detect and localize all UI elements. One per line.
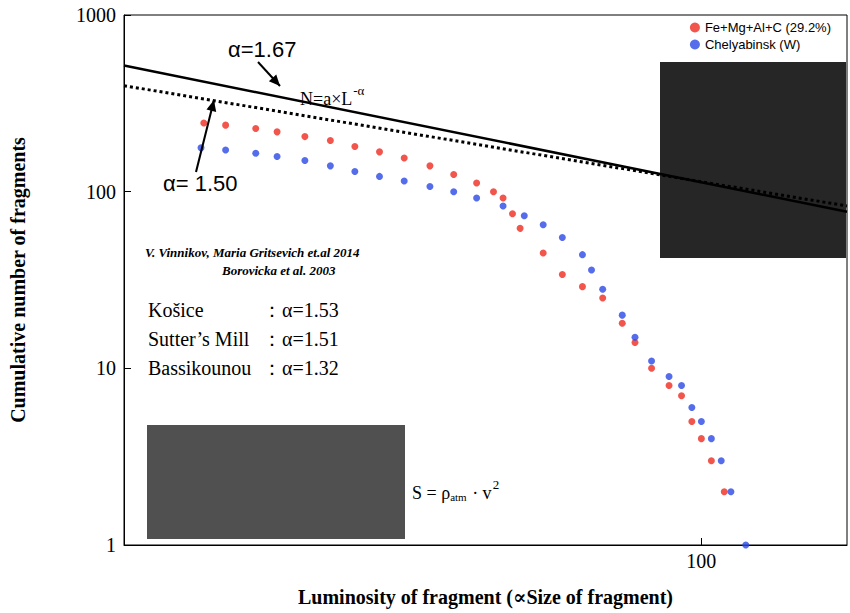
svg-text:：α=1.32: ：α=1.32 xyxy=(262,357,339,379)
svg-text:Bassikounou: Bassikounou xyxy=(148,357,251,379)
svg-text:1: 1 xyxy=(106,534,116,556)
svg-text:Fe+Mg+Al+C (29.2%): Fe+Mg+Al+C (29.2%) xyxy=(705,20,831,35)
svg-text:S = ρ: S = ρ xyxy=(412,483,450,503)
svg-text:Cumulative number of fragments: Cumulative number of fragments xyxy=(7,137,30,423)
svg-text:2: 2 xyxy=(493,477,500,492)
svg-text:· v: · v xyxy=(468,483,492,503)
svg-text:：α=1.53: ：α=1.53 xyxy=(262,299,339,321)
svg-text:N=a×L: N=a×L xyxy=(300,89,352,109)
svg-text:atm: atm xyxy=(450,491,467,503)
svg-text:Luminosity of fragment (∝Size: Luminosity of fragment (∝Size of fragmen… xyxy=(298,586,673,609)
svg-text:V. Vinnikov, Maria Gritsevich: V. Vinnikov, Maria Gritsevich et.al 2014 xyxy=(145,245,360,260)
svg-text:1000: 1000 xyxy=(76,4,116,26)
svg-text:100: 100 xyxy=(86,181,116,203)
svg-text:α=1.67: α=1.67 xyxy=(228,37,296,62)
svg-text:Chelyabinsk (W): Chelyabinsk (W) xyxy=(705,37,800,52)
svg-text:Borovicka et al. 2003: Borovicka et al. 2003 xyxy=(221,263,336,278)
svg-text:Košice: Košice xyxy=(148,299,204,321)
svg-text:Sutter’s Mill: Sutter’s Mill xyxy=(148,328,250,350)
svg-text:：α=1.51: ：α=1.51 xyxy=(262,328,339,350)
svg-text:100: 100 xyxy=(686,550,716,572)
svg-text:α= 1.50: α= 1.50 xyxy=(163,171,238,196)
svg-text:10: 10 xyxy=(96,357,116,379)
svg-text:-α: -α xyxy=(353,83,364,98)
